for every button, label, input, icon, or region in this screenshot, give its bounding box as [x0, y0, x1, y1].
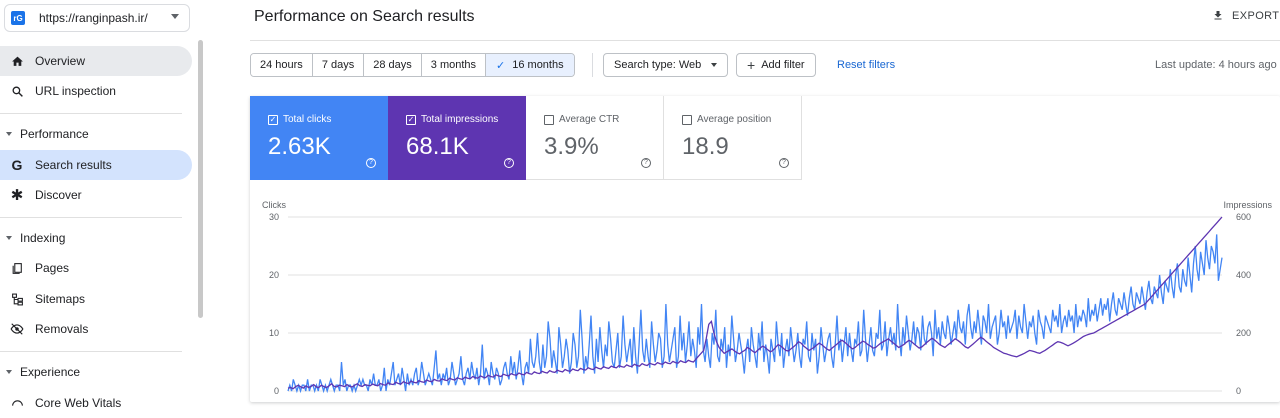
filter-separator: [592, 53, 593, 77]
section-indexing[interactable]: Indexing: [0, 228, 192, 248]
sidebar-item-label: Core Web Vitals: [35, 396, 122, 410]
date-range-24-hours[interactable]: 24 hours: [251, 54, 313, 76]
sidebar: rG https://ranginpash.ir/ Overview URL i…: [0, 0, 204, 410]
left-tick-label: 10: [269, 328, 279, 338]
section-label: Indexing: [20, 231, 66, 245]
left-tick-label: 20: [269, 270, 279, 280]
section-performance[interactable]: Performance: [0, 124, 192, 144]
page-title: Performance on Search results: [254, 8, 475, 25]
sidebar-item-url-inspection[interactable]: URL inspection: [0, 76, 192, 106]
left-axis-title: Clicks: [262, 200, 286, 210]
sitemap-icon: [10, 292, 24, 306]
reset-filters-link[interactable]: Reset filters: [837, 59, 896, 71]
right-tick-label: 200: [1236, 328, 1251, 338]
property-selector[interactable]: rG https://ranginpash.ir/: [4, 4, 190, 32]
date-range-28-days[interactable]: 28 days: [364, 54, 422, 76]
search-type-label: Search type: Web: [614, 59, 702, 71]
section-experience[interactable]: Experience: [0, 362, 192, 382]
search-icon: [10, 84, 24, 98]
sidebar-item-pages[interactable]: Pages: [0, 253, 192, 283]
download-icon: [1214, 11, 1222, 20]
sidebar-item-discover[interactable]: ✱ Discover: [0, 180, 192, 210]
checkbox-unchecked-icon[interactable]: [544, 115, 554, 125]
export-button[interactable]: EXPORT: [1212, 9, 1279, 22]
clicks-series-line: [287, 234, 1223, 394]
pages-icon: [10, 261, 24, 275]
right-tick-label: 0: [1236, 386, 1241, 396]
metric-total-impressions[interactable]: ✓ Total impressions 68.1K ?: [388, 96, 526, 180]
sidebar-item-core-web-vitals[interactable]: Core Web Vitals: [0, 388, 192, 418]
sidebar-item-label: Removals: [35, 322, 89, 336]
help-icon[interactable]: ?: [641, 158, 651, 168]
caret-down-icon: [711, 63, 718, 67]
help-icon[interactable]: ?: [779, 158, 789, 168]
right-axis-title: Impressions: [1223, 200, 1272, 210]
left-tick-label: 0: [274, 386, 279, 396]
sidebar-item-label: Search results: [35, 158, 112, 172]
gauge-icon: [10, 396, 24, 410]
sidebar-item-overview[interactable]: Overview: [0, 46, 192, 76]
chevron-down-icon: [171, 14, 179, 19]
sidebar-item-label: URL inspection: [35, 84, 116, 98]
divider: [0, 217, 182, 218]
date-range-label: 16 months: [512, 59, 564, 71]
sidebar-item-label: Overview: [35, 54, 86, 68]
right-tick-label: 400: [1236, 270, 1251, 280]
metric-value: 2.63K: [268, 133, 331, 160]
section-label: Experience: [20, 365, 81, 379]
sidebar-item-label: Sitemaps: [35, 292, 86, 306]
impressions-series-line: [287, 216, 1223, 390]
help-icon[interactable]: ?: [366, 158, 376, 168]
metric-average-position[interactable]: Average position 18.9 ?: [664, 96, 802, 180]
sidebar-item-removals[interactable]: Removals: [0, 314, 192, 344]
caret-down-icon: [6, 236, 12, 240]
help-icon[interactable]: ?: [504, 158, 514, 168]
property-label: https://ranginpash.ir/: [39, 11, 148, 25]
caret-down-icon: [6, 370, 12, 374]
metric-label: Average position: [697, 114, 772, 125]
sidebar-item-search-results[interactable]: G Search results: [0, 150, 192, 180]
performance-chart-card: ✓ Total clicks 2.63K ? ✓ Total impressio…: [250, 96, 1280, 402]
metric-label: Average CTR: [559, 114, 620, 125]
date-range-3-months[interactable]: 3 months: [421, 54, 487, 76]
date-range-16-months[interactable]: ✓ 16 months: [486, 54, 574, 76]
checkbox-checked-icon[interactable]: ✓: [406, 115, 416, 125]
metric-label: Total clicks: [283, 114, 332, 125]
metric-total-clicks[interactable]: ✓ Total clicks 2.63K ?: [250, 96, 388, 180]
metric-average-ctr[interactable]: Average CTR 3.9% ?: [526, 96, 664, 180]
sidebar-item-label: Discover: [35, 188, 82, 202]
left-tick-label: 30: [269, 212, 279, 222]
home-icon: [10, 54, 24, 68]
metric-label: Total impressions: [421, 114, 499, 125]
plus-icon: +: [747, 57, 756, 73]
site-favicon-icon: rG: [11, 11, 25, 25]
google-g-icon: G: [11, 157, 23, 173]
date-range-7-days[interactable]: 7 days: [312, 54, 365, 76]
sidebar-scrollbar[interactable]: [198, 40, 203, 318]
checkbox-unchecked-icon[interactable]: [682, 115, 692, 125]
search-type-dropdown[interactable]: Search type: Web: [603, 53, 729, 77]
checkbox-checked-icon[interactable]: ✓: [268, 115, 278, 125]
sidebar-item-label: Pages: [35, 261, 70, 275]
sidebar-item-sitemaps[interactable]: Sitemaps: [0, 284, 192, 314]
add-filter-label: Add filter: [761, 59, 805, 71]
asterisk-icon: ✱: [10, 187, 24, 204]
divider: [0, 113, 182, 114]
section-label: Performance: [20, 127, 89, 141]
metric-value: 3.9%: [544, 133, 599, 160]
export-label: EXPORT: [1232, 9, 1280, 22]
performance-line-chart[interactable]: Clicks Impressions 0 0 10 200 20 400 30 600: [250, 96, 1280, 402]
metric-value: 68.1K: [406, 133, 469, 160]
last-update-text: Last update: 4 hours ago: [1155, 59, 1277, 71]
header-divider: [250, 40, 1280, 41]
eye-off-icon: [10, 322, 24, 336]
checkmark-icon: ✓: [496, 59, 506, 72]
add-filter-button[interactable]: + Add filter: [736, 53, 816, 77]
date-range-group: 24 hours 7 days 28 days 3 months ✓ 16 mo…: [250, 53, 575, 77]
divider: [0, 351, 182, 352]
right-tick-label: 600: [1236, 212, 1251, 222]
caret-down-icon: [6, 132, 12, 136]
metric-value: 18.9: [682, 133, 729, 160]
